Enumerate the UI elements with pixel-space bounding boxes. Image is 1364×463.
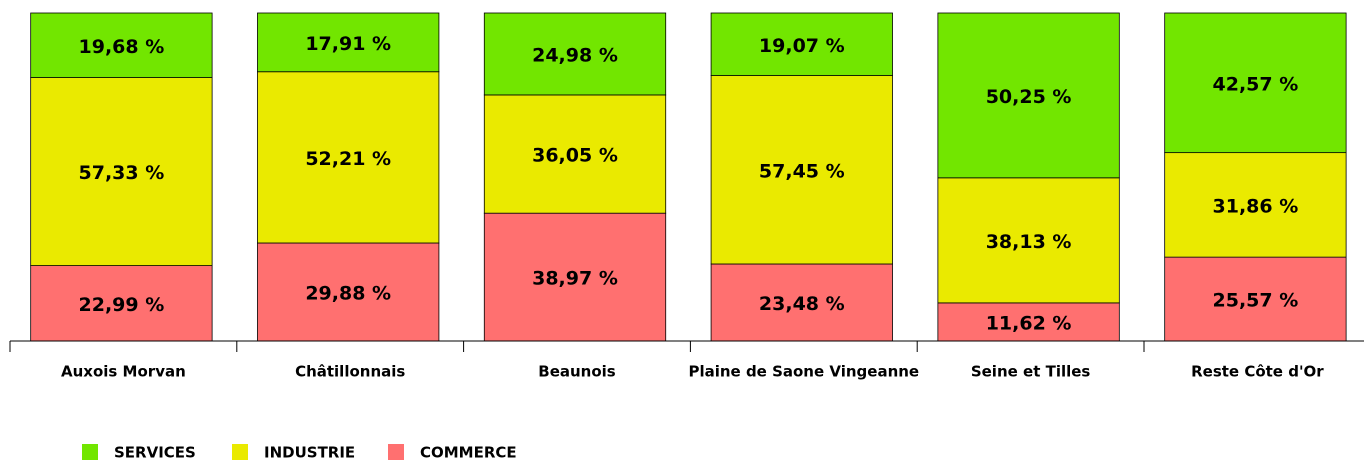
data-label: 50,25 %	[986, 86, 1072, 108]
legend-label: SERVICES	[114, 444, 196, 462]
bar-segment	[937, 177, 1120, 304]
data-label: 38,97 %	[532, 268, 618, 290]
data-label: 52,21 %	[305, 148, 391, 170]
x-tick-label: Seine et Tilles	[971, 363, 1091, 381]
x-tick-label: Châtillonnais	[295, 363, 405, 381]
data-label: 23,48 %	[759, 293, 845, 315]
data-label: 57,33 %	[79, 162, 165, 184]
legend-swatch	[82, 444, 98, 460]
data-label: 29,88 %	[305, 282, 391, 304]
x-tick-label: Auxois Morvan	[61, 363, 186, 381]
legend-swatch	[388, 444, 404, 460]
data-label: 19,68 %	[79, 36, 165, 58]
bar-segment	[1164, 12, 1347, 154]
bar-segment	[937, 12, 1120, 179]
bar-segment	[710, 263, 893, 342]
data-label: 24,98 %	[532, 44, 618, 66]
bar-segment	[1164, 152, 1347, 258]
x-tick-label: Reste Côte d'Or	[1191, 363, 1324, 381]
x-tick-label: Plaine de Saone Vingeanne	[688, 363, 919, 381]
data-label: 25,57 %	[1213, 290, 1299, 312]
data-label: 57,45 %	[759, 160, 845, 182]
bar-segment	[483, 94, 667, 214]
bar-segment	[710, 12, 893, 76]
bar-segment	[483, 212, 667, 342]
data-label: 22,99 %	[79, 294, 165, 316]
bar-segment	[257, 12, 440, 73]
data-label: 42,57 %	[1213, 73, 1299, 95]
data-label: 31,86 %	[1213, 195, 1299, 217]
data-label: 36,05 %	[532, 145, 618, 167]
legend-swatch	[232, 444, 248, 460]
bar-segment	[257, 71, 440, 244]
bar-segment	[257, 242, 440, 342]
bar-segment	[1164, 256, 1347, 342]
bar-segment	[483, 12, 667, 96]
data-label: 19,07 %	[759, 35, 845, 57]
legend-label: INDUSTRIE	[264, 444, 355, 462]
bar-segment	[30, 12, 213, 78]
legend-label: COMMERCE	[420, 444, 517, 462]
x-tick-label: Beaunois	[538, 363, 616, 381]
data-label: 11,62 %	[986, 312, 1072, 334]
bar-segment	[710, 75, 893, 265]
bar-segment	[30, 265, 213, 342]
data-label: 38,13 %	[986, 231, 1072, 253]
data-label: 17,91 %	[305, 33, 391, 55]
bar-segment	[30, 77, 213, 266]
